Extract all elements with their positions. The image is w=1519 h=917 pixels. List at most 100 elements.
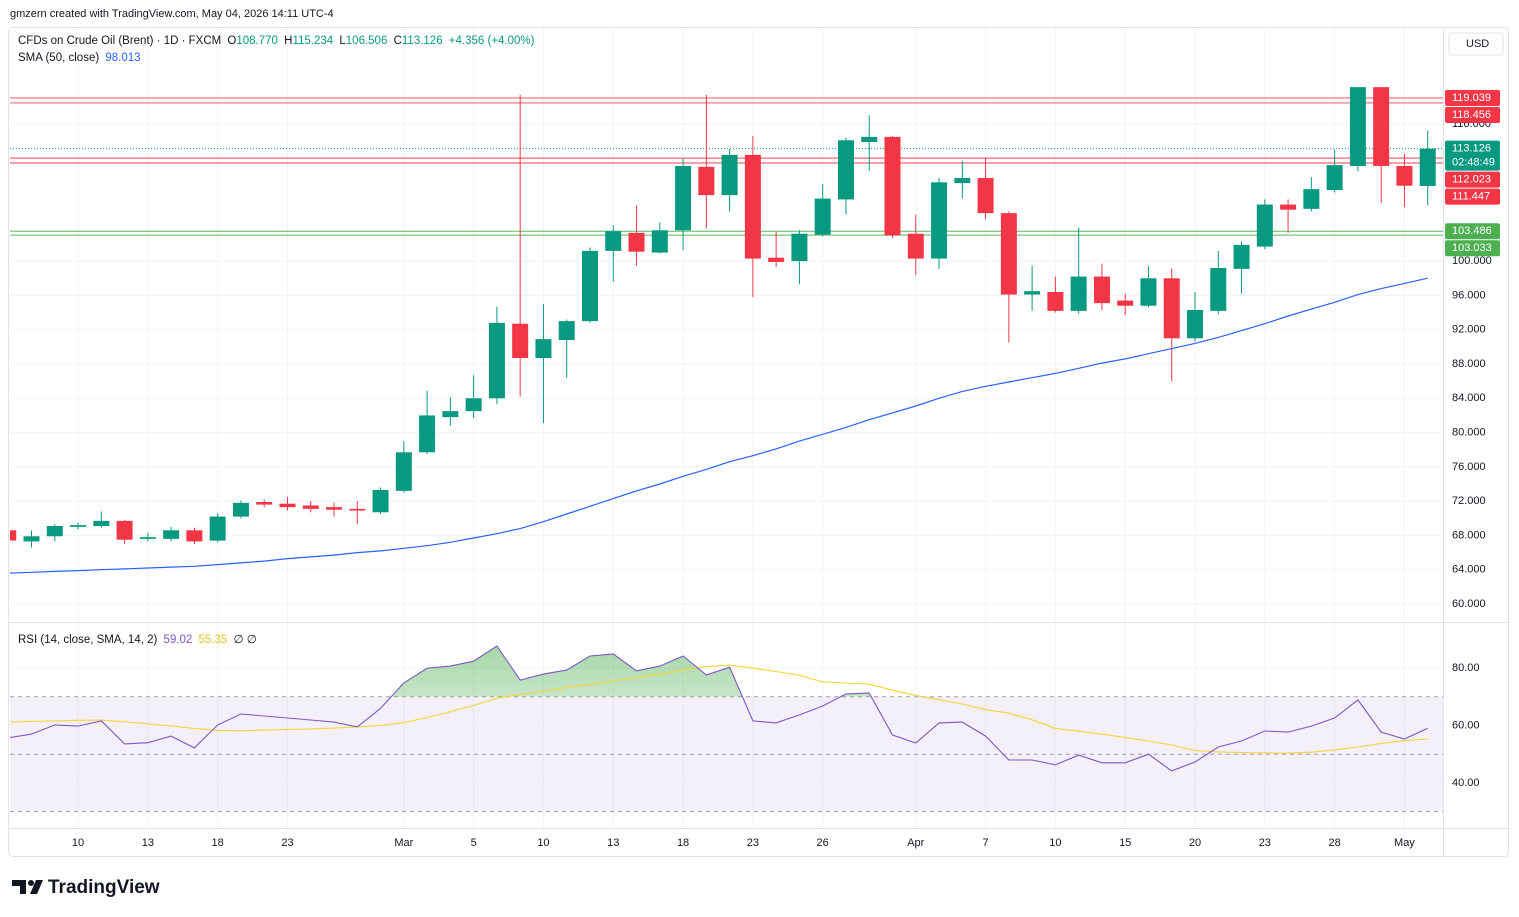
price-label-box bbox=[1445, 171, 1500, 188]
candle-body bbox=[814, 198, 831, 235]
high-label: H bbox=[284, 35, 293, 47]
candle-body bbox=[1210, 268, 1227, 311]
candle-body bbox=[256, 502, 273, 505]
candle-body bbox=[302, 505, 319, 509]
low-label: L bbox=[339, 35, 346, 47]
rsi-extra: ∅ ∅ bbox=[233, 634, 257, 646]
y-tick-label: 92.000 bbox=[1452, 324, 1486, 336]
candle-body bbox=[442, 411, 459, 418]
rsi-legend: RSI (14, close, SMA, 14, 2) 59.02 55.35 … bbox=[18, 632, 260, 646]
y-tick-label: 100.000 bbox=[1452, 255, 1492, 267]
candle-body bbox=[1256, 204, 1273, 247]
candle-body bbox=[651, 230, 668, 253]
candle-body bbox=[395, 452, 412, 491]
y-tick-label: 96.000 bbox=[1452, 289, 1486, 301]
candle-body bbox=[1187, 310, 1204, 339]
frame bbox=[8, 27, 1509, 857]
high-value: 115.234 bbox=[292, 35, 334, 47]
x-tick-label: Apr bbox=[907, 837, 924, 849]
candle-body bbox=[232, 502, 249, 517]
rsi-tick-label: 80.00 bbox=[1452, 662, 1480, 674]
price-label: 103.486 bbox=[1452, 225, 1492, 237]
price-label: 111.447 bbox=[1452, 191, 1490, 203]
x-tick-label: 7 bbox=[983, 837, 989, 849]
candle-body bbox=[884, 136, 901, 236]
price-label: 119.039 bbox=[1452, 92, 1491, 104]
candle-body bbox=[372, 490, 389, 513]
candle-body bbox=[1163, 278, 1180, 339]
price-label-box bbox=[1445, 240, 1500, 257]
candle-body bbox=[116, 520, 133, 540]
candle-body bbox=[139, 537, 156, 539]
candle-body bbox=[93, 520, 110, 526]
x-tick-label: 13 bbox=[607, 837, 619, 849]
y-tick-label: 88.000 bbox=[1452, 358, 1486, 370]
logo bbox=[12, 880, 43, 894]
candle-body bbox=[1326, 165, 1343, 190]
candle-body bbox=[209, 516, 226, 541]
candle-body bbox=[977, 178, 994, 214]
x-tick-label: May bbox=[1394, 837, 1415, 849]
candle-body bbox=[698, 166, 715, 196]
candle-body bbox=[675, 166, 692, 231]
x-tick-label: 18 bbox=[677, 837, 689, 849]
candle-body bbox=[1000, 213, 1017, 295]
x-tick-label: 23 bbox=[281, 837, 293, 849]
candle-body bbox=[1117, 300, 1134, 306]
candle-body bbox=[558, 321, 575, 340]
candle-body bbox=[1024, 291, 1041, 295]
candle-body bbox=[1070, 276, 1087, 311]
currency-button[interactable] bbox=[1448, 32, 1504, 56]
candle-body bbox=[465, 398, 482, 412]
candle-body bbox=[1349, 87, 1366, 166]
price-label: 118.456 bbox=[1452, 109, 1491, 121]
rsi-tick-label: 40.00 bbox=[1452, 777, 1480, 789]
candle-body bbox=[1396, 166, 1413, 186]
candle-body bbox=[931, 182, 948, 259]
close-label: C bbox=[393, 35, 402, 47]
candle-body bbox=[721, 154, 738, 196]
candle-body bbox=[1303, 189, 1320, 209]
candle-body bbox=[419, 415, 436, 453]
candle-body bbox=[535, 339, 552, 358]
x-tick-label: 28 bbox=[1329, 837, 1341, 849]
candle-body bbox=[10, 530, 17, 541]
candle-body bbox=[768, 257, 785, 262]
x-tick-label: 23 bbox=[747, 837, 759, 849]
candle-body bbox=[744, 154, 761, 259]
candle-body bbox=[279, 503, 296, 508]
candle-body bbox=[186, 530, 203, 542]
price-label: 113.126 bbox=[1452, 143, 1491, 155]
candle-body bbox=[512, 323, 529, 358]
candle-body bbox=[488, 322, 505, 399]
price-label-box bbox=[1445, 188, 1500, 205]
candle-body bbox=[1140, 278, 1157, 306]
candle-body bbox=[605, 231, 622, 251]
brand: TradingView bbox=[48, 877, 160, 898]
y-tick-label: 84.000 bbox=[1452, 392, 1486, 404]
rsi-tick-label: 60.00 bbox=[1452, 719, 1480, 731]
price-label-box bbox=[1445, 106, 1500, 123]
x-tick-label: 18 bbox=[212, 837, 224, 849]
x-tick-label: 13 bbox=[142, 837, 154, 849]
price-label: 112.023 bbox=[1452, 174, 1491, 186]
sma-name: SMA (50, close) bbox=[18, 52, 100, 64]
candle-body bbox=[1280, 204, 1297, 210]
x-tick-label: 23 bbox=[1259, 837, 1271, 849]
candle-body bbox=[1233, 244, 1250, 269]
candle-body bbox=[954, 178, 971, 184]
x-tick-label: 26 bbox=[817, 837, 829, 849]
candle-body bbox=[46, 526, 63, 537]
x-tick-label: 20 bbox=[1189, 837, 1201, 849]
currency[interactable]: USD bbox=[1466, 38, 1489, 50]
candle-body bbox=[326, 507, 343, 510]
x-tick-label: 5 bbox=[471, 837, 477, 849]
candle-body bbox=[1419, 148, 1436, 186]
price-label: 103.033 bbox=[1452, 242, 1492, 254]
sma-legend: SMA (50, close) 98.013 bbox=[18, 52, 144, 64]
countdown: 02:48:49 bbox=[1452, 157, 1495, 169]
candle-body bbox=[791, 233, 808, 262]
rsi-sma-value: 55.35 bbox=[198, 634, 228, 646]
